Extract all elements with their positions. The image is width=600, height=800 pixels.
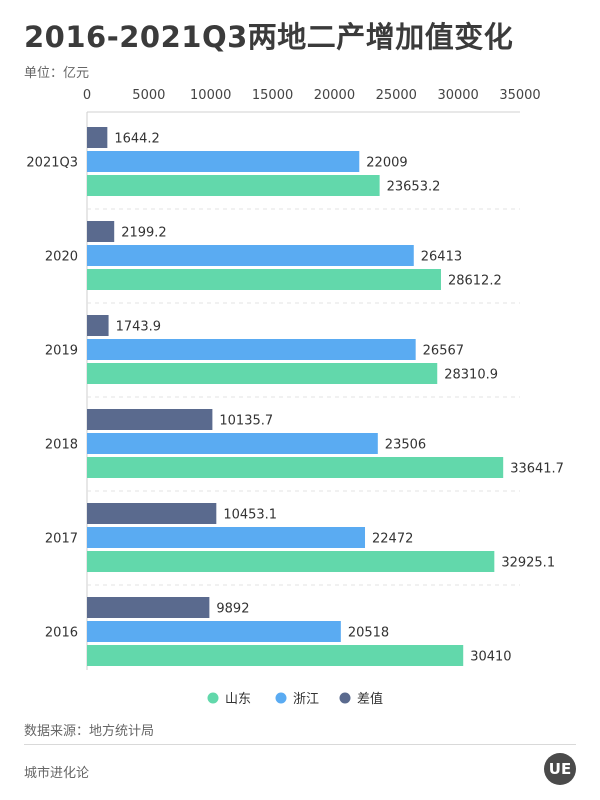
bar xyxy=(87,245,414,266)
x-tick-label: 35000 xyxy=(499,88,540,103)
data-label: 32925.1 xyxy=(501,556,555,571)
data-label: 1644.2 xyxy=(114,132,159,147)
category-label: 2021Q3 xyxy=(26,156,78,171)
category-label: 2016 xyxy=(45,626,78,641)
bar xyxy=(87,269,441,290)
data-label: 22472 xyxy=(372,532,413,547)
category-label: 2018 xyxy=(45,438,78,453)
data-source: 数据来源：地方统计局 xyxy=(24,724,155,739)
data-label: 28612.2 xyxy=(448,274,502,289)
category-label: 2020 xyxy=(45,250,78,265)
x-tick-label: 10000 xyxy=(190,88,231,103)
x-tick-label: 25000 xyxy=(376,88,417,103)
legend-label: 差值 xyxy=(357,691,383,707)
x-tick-label: 15000 xyxy=(252,88,293,103)
legend-label: 山东 xyxy=(225,692,251,707)
category-label: 2019 xyxy=(45,344,78,359)
bar xyxy=(87,151,360,172)
bar xyxy=(87,527,366,548)
data-label: 28310.9 xyxy=(444,368,498,383)
data-label: 10453.1 xyxy=(223,508,277,523)
data-label: 33641.7 xyxy=(510,462,564,477)
data-label: 22009 xyxy=(366,156,407,171)
data-label: 20518 xyxy=(348,626,389,641)
category-label: 2017 xyxy=(45,532,78,547)
data-label: 9892 xyxy=(216,602,249,617)
legend-label: 浙江 xyxy=(293,692,319,707)
data-label: 23506 xyxy=(385,438,426,453)
bar xyxy=(87,645,464,666)
bar xyxy=(87,433,378,454)
x-tick-label: 0 xyxy=(83,88,91,103)
data-label: 23653.2 xyxy=(387,180,441,195)
bar xyxy=(87,175,380,196)
data-label: 1743.9 xyxy=(116,320,161,335)
x-tick-label: 20000 xyxy=(314,88,355,103)
data-label: 10135.7 xyxy=(219,414,273,429)
bar xyxy=(87,621,341,642)
data-label: 2199.2 xyxy=(121,226,167,241)
bar xyxy=(87,363,438,384)
bar xyxy=(87,597,210,618)
data-label: 30410 xyxy=(470,650,511,665)
footer-divider xyxy=(24,744,576,745)
bar xyxy=(87,339,416,360)
bar xyxy=(87,221,115,242)
bar xyxy=(87,127,108,148)
unit-label: 单位：亿元 xyxy=(24,66,90,81)
bar xyxy=(87,551,495,572)
x-tick-label: 30000 xyxy=(437,88,478,103)
brand-logo: UE xyxy=(544,753,576,785)
page-title: 2016-2021Q3两地二产增加值变化 xyxy=(24,20,514,54)
bar xyxy=(87,409,213,430)
bar xyxy=(87,457,504,478)
x-tick-label: 5000 xyxy=(132,88,165,103)
data-label: 26567 xyxy=(423,344,464,359)
legend-marker xyxy=(207,692,219,704)
bar-chart: 0 5000 10000 15000 20000 25000 30000 35000 2021Q… xyxy=(26,88,564,707)
legend-marker xyxy=(339,692,351,704)
bar xyxy=(87,503,217,524)
legend-marker xyxy=(275,692,287,704)
brand-name: 城市进化论 xyxy=(24,766,90,781)
bar xyxy=(87,315,109,336)
data-label: 26413 xyxy=(421,250,462,265)
